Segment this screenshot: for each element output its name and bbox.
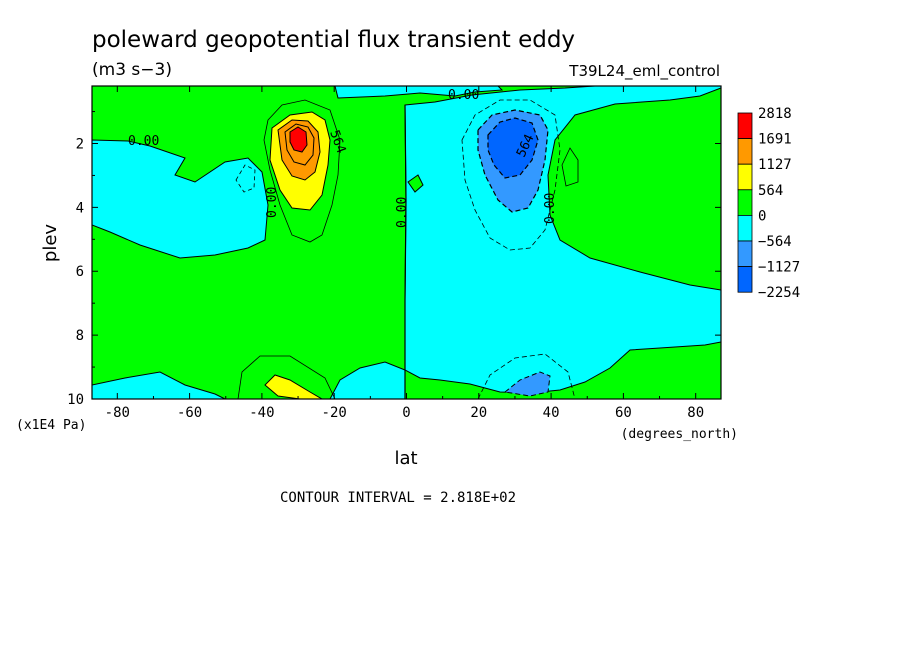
- x-tick-label: 0: [402, 405, 410, 421]
- field-2818-sh: [289, 126, 308, 153]
- x-axis-label: lat: [394, 448, 417, 469]
- colorbar-swatch: [737, 138, 753, 165]
- colorbar-swatch: [737, 266, 753, 293]
- y-tick-label: 8: [76, 328, 84, 344]
- field-negative-sh-bottom-2: [329, 361, 406, 399]
- field-negative-top: [334, 86, 504, 99]
- x-tick-label: -20: [322, 405, 347, 421]
- y-axis-label: plev: [40, 224, 61, 263]
- colorbar-level: −1127: [758, 260, 800, 276]
- contour-plot: 0.00 0.00 0.00 0.00 0.00 564 564: [91, 85, 722, 400]
- x-tick-label: 60: [615, 405, 632, 421]
- contour-interval: CONTOUR INTERVAL = 2.818E+02: [280, 490, 516, 506]
- y-axis: 2 4 6 8 10: [67, 111, 721, 408]
- x-tick-label: 20: [470, 405, 487, 421]
- colorbar-swatch: [737, 163, 753, 191]
- x-tick-label: -40: [249, 405, 274, 421]
- colorbar-level: 1127: [758, 157, 792, 173]
- field-negative-sh-bottom: [92, 371, 226, 399]
- colorbar-swatch: [737, 189, 753, 216]
- x-tick-label: -60: [177, 405, 202, 421]
- x-axis: -80 -60 -40 -20 0 20 40 60 80: [105, 86, 704, 421]
- colorbar: 2818 1691 1127 564 0 −564 −1127 −2254: [737, 106, 800, 301]
- x-axis-units: (degrees_north): [621, 427, 738, 442]
- y-tick-label: 10: [67, 392, 84, 408]
- colorbar-level: −564: [758, 234, 792, 250]
- y-tick-label: 2: [76, 136, 84, 152]
- contour-label: 0.00: [543, 193, 558, 224]
- field-564neg-nh-bottom: [503, 371, 551, 397]
- field-1127neg-nh: [487, 117, 539, 179]
- colorbar-swatch: [737, 214, 753, 242]
- x-tick-label: 80: [687, 405, 704, 421]
- chart-units: (m3 s−3): [92, 60, 172, 80]
- y-axis-units: (x1E4 Pa): [16, 418, 86, 433]
- contour-label: 0.00: [265, 187, 280, 218]
- field-positive-sliver: [407, 174, 424, 193]
- colorbar-level: −2254: [758, 285, 800, 301]
- y-tick-label: 4: [76, 200, 84, 216]
- zero-contour-equator: [404, 104, 407, 399]
- x-tick-label: 40: [543, 405, 560, 421]
- colorbar-swatch: [737, 240, 753, 268]
- field-564-sh-bottom: [264, 374, 323, 399]
- contour-label: 0.00: [395, 197, 410, 228]
- colorbar-level: 0: [758, 208, 766, 224]
- colorbar-swatch: [737, 112, 753, 140]
- field-negative-sh-upper: [92, 139, 269, 259]
- y-tick-label: 6: [76, 264, 84, 280]
- colorbar-level: 564: [758, 183, 783, 199]
- contour-label: 0.00: [128, 134, 159, 149]
- x-tick-label: -80: [105, 405, 130, 421]
- contour-label: 0.00: [448, 88, 479, 103]
- colorbar-level: 2818: [758, 106, 792, 122]
- colorbar-level: 1691: [758, 132, 792, 148]
- chart-title: poleward geopotential flux transient edd…: [92, 27, 575, 53]
- experiment-label: T39L24_eml_control: [568, 62, 720, 81]
